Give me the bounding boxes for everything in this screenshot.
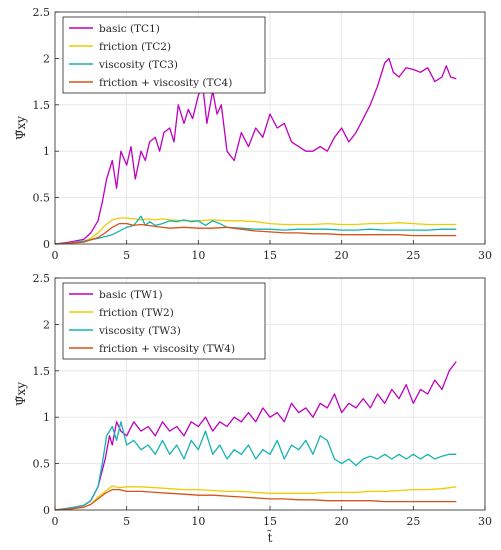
- y-tick-label: 1.5: [33, 99, 51, 112]
- series-line-friction_viscosity: [54, 488, 457, 511]
- x-tick-label: 25: [406, 249, 420, 262]
- x-tick-label: 0: [52, 515, 59, 528]
- series-line-friction: [54, 217, 457, 245]
- legend-box: [62, 282, 266, 360]
- x-tick-label: 15: [263, 249, 277, 262]
- series-line-friction: [54, 485, 457, 511]
- y-axis-label: Ψ̃xy: [14, 116, 28, 140]
- y-tick-label: 1.5: [33, 365, 51, 378]
- chart-panel-2: 0 5 10 15 20 25 30 0 0.5 1 1.5 2 2.5 Ψ̃xy t̃ basic (TW1…: [14, 272, 492, 545]
- legend: basic (TC1) friction (TC2) viscosity (TC3)…: [62, 16, 266, 94]
- legend-entry-friction_viscosity: friction + viscosity (TC4): [99, 77, 232, 89]
- y-tick-label: 2.5: [33, 272, 51, 285]
- y-tick-label: 1: [43, 411, 50, 424]
- series-line-basic: [54, 361, 457, 511]
- x-tick-label: 25: [406, 515, 420, 528]
- y-tick-label: 0.5: [33, 458, 51, 471]
- series-line-viscosity: [54, 421, 457, 511]
- y-tick-label: 0: [43, 504, 50, 517]
- legend-entry-basic: basic (TW1): [99, 289, 163, 301]
- legend-box: [62, 16, 266, 94]
- legend-entry-friction: friction (TW2): [99, 307, 174, 319]
- x-tick-label: 15: [263, 515, 277, 528]
- y-tick-label: 2.5: [33, 6, 51, 19]
- x-tick-label: 0: [52, 249, 59, 262]
- x-tick-label: 20: [335, 249, 349, 262]
- y-tick-label: 2: [43, 52, 50, 65]
- x-tick-label: 30: [478, 249, 492, 262]
- legend-entry-viscosity: viscosity (TC3): [98, 59, 178, 71]
- x-tick-label: 20: [335, 515, 349, 528]
- legend: basic (TW1) friction (TW2) viscosity (TW3)…: [62, 282, 266, 360]
- legend-entry-viscosity: viscosity (TW3): [98, 325, 181, 337]
- y-tick-label: 1: [43, 145, 50, 158]
- x-tick-label: 5: [123, 249, 130, 262]
- legend-entry-friction: friction (TC2): [99, 41, 171, 53]
- series-line-basic: [54, 57, 457, 245]
- x-tick-label: 5: [123, 515, 130, 528]
- series-line-friction_viscosity: [54, 222, 457, 245]
- x-tick-label: 10: [191, 249, 205, 262]
- x-axis-label: t̃: [267, 529, 272, 545]
- y-tick-label: 2: [43, 318, 50, 331]
- x-tick-label: 30: [478, 515, 492, 528]
- legend-entry-friction_viscosity: friction + viscosity (TW4): [99, 343, 235, 355]
- chart-panel-1: 0 5 10 15 20 25 30 0 0.5 1 1.5 2 2.5 Ψ̃xy basic (TC1) f…: [14, 6, 492, 262]
- y-axis-label: Ψ̃xy: [14, 382, 28, 406]
- legend-entry-basic: basic (TC1): [99, 23, 160, 35]
- y-tick-label: 0.5: [33, 192, 51, 205]
- y-tick-label: 0: [43, 238, 50, 251]
- x-tick-label: 10: [191, 515, 205, 528]
